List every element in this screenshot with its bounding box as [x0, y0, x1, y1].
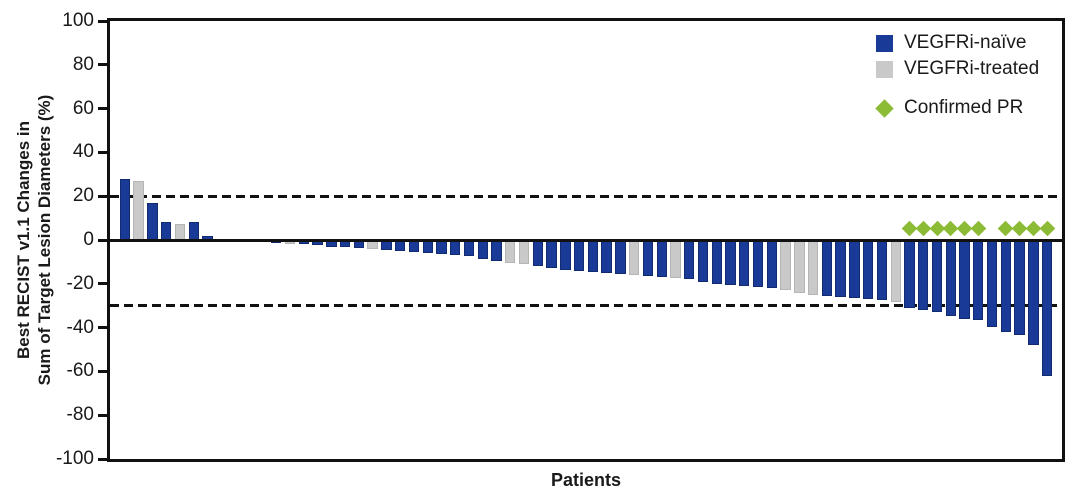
patient-bar [973, 240, 984, 320]
y-tick-label: 40 [72, 141, 94, 163]
y-tick-label: 20 [72, 185, 94, 207]
patient-bar [890, 240, 901, 303]
patient-bar [1028, 240, 1039, 346]
naive-swatch-icon [876, 34, 893, 52]
patient-bar [876, 240, 888, 301]
legend-item-vegfri-naive: VEGFRi-naïve [876, 30, 1039, 56]
legend-label: VEGFRi-treated [904, 58, 1040, 79]
patient-bar [601, 240, 612, 273]
patient-bar [1041, 240, 1053, 376]
reference-line [110, 194, 1062, 198]
y-tick-label: -60 [66, 360, 94, 382]
patient-bar [835, 240, 846, 297]
patient-bar [945, 240, 956, 316]
patient-bar [656, 240, 667, 278]
patient-bar [573, 240, 585, 271]
y-tick-label: 0 [83, 229, 94, 250]
patient-bar [1014, 240, 1025, 336]
patient-bar [436, 240, 447, 255]
confirmed-pr-diamond [915, 220, 932, 237]
patient-bar [532, 240, 543, 267]
patient-bar [807, 240, 819, 295]
y-tick [98, 150, 107, 154]
patient-bar [794, 240, 805, 293]
legend-item-confirmed-pr: Confirmed PR [875, 95, 1039, 121]
legend-label: VEGFRi-naïve [904, 32, 1027, 53]
y-tick [98, 107, 107, 111]
patient-bar [766, 240, 777, 289]
patient-bar [931, 240, 943, 313]
patient-bar [615, 240, 626, 274]
patient-bar [739, 240, 750, 286]
y-tick-label: 60 [72, 97, 94, 119]
patient-bar [119, 178, 131, 240]
patient-bar [450, 240, 461, 256]
patient-bar [160, 222, 172, 240]
legend-item-vegfri-treated: VEGFRi-treated [876, 56, 1039, 82]
y-tick-label: -20 [66, 272, 94, 294]
y-tick [98, 413, 107, 417]
y-tick-label: 80 [72, 53, 94, 75]
patient-bar [959, 240, 970, 319]
patient-bar [477, 240, 488, 259]
patient-bar [684, 240, 695, 280]
y-tick [98, 369, 107, 373]
patient-bar [821, 240, 833, 296]
patient-bar [670, 240, 681, 279]
patient-bar [697, 240, 709, 282]
patient-bar [394, 240, 406, 251]
patient-bar [546, 240, 557, 269]
patient-bar [147, 202, 158, 240]
patient-bar [518, 240, 530, 265]
patient-bar [711, 240, 722, 284]
patient-bar [463, 240, 475, 257]
y-axis-title-line1: Best RECIST v1.1 Changes in [14, 120, 33, 360]
legend: VEGFRi-naïve VEGFRi-treated Confirmed PR [875, 30, 1039, 121]
patient-bar [587, 240, 599, 272]
reference-line [110, 304, 1062, 308]
patient-bar [408, 240, 420, 253]
y-tick-label: -40 [66, 316, 94, 338]
confirmed-pr-diamond-icon [875, 98, 894, 118]
y-tick [98, 326, 107, 330]
patient-bar [904, 240, 915, 308]
y-tick [98, 194, 107, 198]
patient-bar [422, 240, 433, 254]
treated-swatch-icon [876, 60, 893, 78]
confirmed-pr-diamond [970, 220, 987, 237]
y-tick [98, 63, 107, 67]
patient-bar [642, 240, 654, 277]
x-axis-title: Patients [550, 470, 622, 490]
patient-bar [862, 240, 874, 300]
plot-area: VEGFRi-naïve VEGFRi-treated Confirmed PR… [56, 10, 1065, 469]
patient-bar [752, 240, 764, 288]
zero-axis-line [110, 238, 1062, 242]
patient-bar [628, 240, 640, 276]
y-tick-label: 100 [62, 10, 94, 31]
patient-bar [849, 240, 860, 299]
y-tick [98, 19, 107, 23]
patient-bar [505, 240, 516, 263]
patient-bar [986, 240, 998, 327]
y-tick-label: -100 [55, 448, 94, 469]
y-tick [98, 282, 107, 286]
patient-bar [133, 180, 144, 240]
y-tick-label: -80 [66, 404, 94, 426]
confirmed-pr-diamond [1039, 220, 1055, 237]
patient-bar [188, 222, 199, 240]
patient-bar [725, 240, 736, 285]
patient-bar [491, 240, 502, 261]
legend-label: Confirmed PR [904, 97, 1024, 118]
patient-bar [1000, 240, 1011, 332]
patient-bar [780, 240, 791, 291]
patient-bar [918, 240, 929, 311]
patient-bar [560, 240, 571, 270]
y-tick [98, 238, 107, 242]
y-tick [98, 457, 107, 461]
